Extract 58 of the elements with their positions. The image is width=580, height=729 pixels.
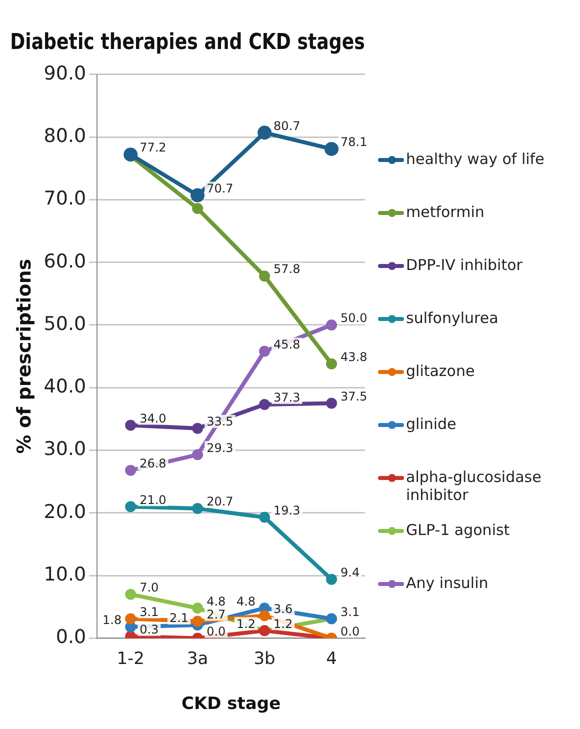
data-label: 77.2 [140, 140, 166, 155]
x-tick-label: 3b [254, 648, 276, 669]
data-label: 4.8 [206, 594, 226, 608]
chart-title: Diabetic therapies and CKD stages [10, 28, 365, 54]
y-tick-label: 50.0 [44, 312, 86, 335]
data-label: 57.8 [274, 262, 300, 276]
data-label: 1.2 [236, 616, 256, 631]
x-tick-label: 4 [326, 648, 337, 669]
data-label: 2.1 [169, 611, 189, 626]
legend-label: glitazone [406, 362, 475, 380]
data-label: 33.5 [206, 414, 234, 428]
data-label: 1.2 [274, 616, 293, 631]
data-label: 37.3 [274, 390, 300, 405]
legend-label: DPP-IV inhibitor [406, 256, 522, 274]
data-label: 7.0 [140, 580, 159, 594]
legend-label: metformin [406, 203, 484, 221]
data-label: 4.8 [236, 594, 256, 608]
y-tick-label: 20.0 [44, 500, 86, 523]
legend-label: GLP-1 agonist [406, 521, 510, 539]
data-label: 19.3 [274, 503, 300, 518]
y-tick-label: 40.0 [44, 376, 86, 398]
x-tick-label: 1-2 [116, 648, 144, 669]
y-tick-label: 70.0 [44, 188, 86, 210]
data-label: 3.1 [140, 604, 159, 619]
data-label: 0.0 [206, 624, 226, 638]
data-label: 50.0 [340, 311, 368, 326]
data-label: 9.4 [340, 565, 360, 580]
data-label: 34.0 [140, 411, 166, 426]
data-label: 80.7 [274, 118, 300, 133]
legend-label: glinide [406, 415, 456, 433]
data-label: 1.8 [102, 613, 122, 628]
x-tick-label: 3a [186, 648, 208, 669]
data-label: 45.8 [274, 337, 300, 352]
data-label: 70.7 [206, 181, 234, 196]
data-label: 29.3 [206, 440, 234, 455]
data-label: 0.3 [140, 622, 159, 636]
data-label: 3.1 [340, 604, 360, 619]
data-label: 37.5 [340, 389, 368, 404]
y-tick-label: 60.0 [44, 250, 86, 272]
y-tick-label: 80.0 [44, 124, 86, 147]
y-tick-label: 90.0 [44, 62, 86, 84]
legend-label: sulfonylurea [406, 309, 498, 327]
y-tick-label: 30.0 [44, 438, 86, 460]
y-tick-label: 0.0 [56, 626, 86, 648]
x-axis-title: CKD stage [182, 694, 281, 714]
legend-label: Any insulin [406, 574, 488, 592]
data-label: 20.7 [206, 494, 234, 509]
data-label: 78.1 [340, 135, 368, 150]
data-label: 43.8 [340, 350, 368, 364]
data-label: 0.0 [340, 624, 360, 638]
legend-label: alpha-glucosidase inhibitor [406, 468, 542, 504]
data-label: 3.6 [274, 602, 293, 616]
data-label: 21.0 [140, 492, 166, 507]
data-label: 26.8 [140, 456, 166, 470]
data-label: 2.7 [206, 607, 226, 622]
legend-label: healthy way of life [406, 150, 544, 168]
y-axis-title: % of prescriptions [13, 258, 36, 454]
y-tick-label: 10.0 [44, 563, 86, 586]
